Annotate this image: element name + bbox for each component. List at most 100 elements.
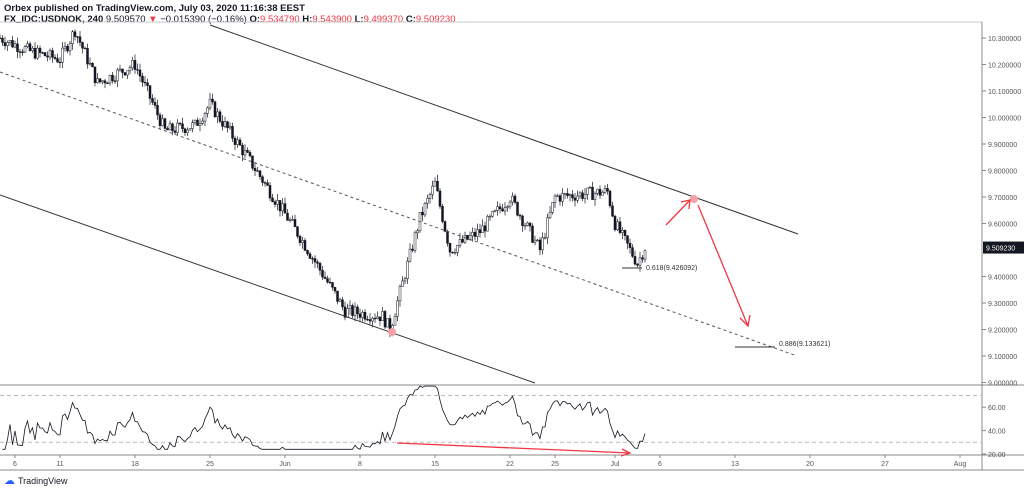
candle-body bbox=[616, 221, 619, 231]
tradingview-icon: ☁ bbox=[4, 475, 15, 487]
fib-886-label: 0.886(9.133621) bbox=[779, 341, 830, 348]
candle-body bbox=[43, 52, 47, 57]
candle-body bbox=[461, 239, 464, 243]
candle-body bbox=[481, 225, 484, 234]
candle-body bbox=[473, 232, 477, 237]
open-value: 9.534790 bbox=[260, 14, 300, 25]
candle-body bbox=[151, 98, 154, 103]
low-label: L: bbox=[354, 14, 364, 25]
candle-body bbox=[551, 202, 554, 213]
candle-body bbox=[406, 260, 409, 280]
candle-body bbox=[548, 212, 552, 219]
candle-body bbox=[98, 78, 102, 83]
candle-body bbox=[313, 258, 317, 263]
candle-body bbox=[256, 170, 259, 172]
x-tick-label: 18 bbox=[131, 461, 139, 468]
candle-body bbox=[238, 139, 242, 146]
candle-body bbox=[336, 290, 339, 302]
candle-body bbox=[166, 128, 169, 131]
candle-body bbox=[578, 192, 582, 197]
candle-body bbox=[328, 281, 332, 284]
candle-body bbox=[353, 306, 357, 316]
candle-body bbox=[401, 280, 404, 287]
candle-body bbox=[198, 123, 202, 126]
candle-body bbox=[518, 214, 522, 217]
brand-name: TradingView bbox=[18, 475, 68, 486]
candle-body bbox=[308, 253, 312, 259]
touch-point bbox=[388, 328, 396, 336]
candle-body bbox=[133, 60, 137, 70]
candle-body bbox=[136, 69, 139, 71]
candle-body bbox=[448, 243, 452, 253]
x-tick-label: 15 bbox=[431, 461, 439, 468]
y-tick-label: 10.300000 bbox=[988, 36, 1021, 43]
x-tick-label: 11 bbox=[56, 461, 63, 468]
x-tick-label: 6 bbox=[658, 461, 662, 468]
arrow-up bbox=[665, 199, 691, 226]
candle-body bbox=[121, 68, 124, 73]
published-line: Orbex published on TradingView.com, July… bbox=[4, 3, 305, 14]
candle-body bbox=[356, 306, 359, 315]
x-tick-label: 22 bbox=[506, 461, 514, 468]
candle-body bbox=[561, 193, 564, 202]
candle-body bbox=[633, 256, 637, 265]
candle-body bbox=[316, 261, 319, 264]
candle-body bbox=[266, 182, 269, 186]
candle-body bbox=[433, 181, 437, 187]
candle-body bbox=[626, 235, 629, 244]
candle-body bbox=[276, 200, 279, 205]
candle-body bbox=[621, 230, 624, 233]
candle-body bbox=[268, 185, 272, 199]
candle-body bbox=[61, 47, 64, 63]
candle-body bbox=[56, 58, 59, 63]
candle-body bbox=[298, 236, 302, 243]
candle-body bbox=[581, 192, 584, 199]
rsi-line bbox=[2, 385, 646, 450]
candle-body bbox=[346, 308, 349, 318]
candle-body bbox=[178, 122, 182, 125]
x-tick-label: 6 bbox=[13, 461, 17, 468]
candle-body bbox=[403, 278, 407, 282]
candle-body bbox=[53, 57, 57, 59]
candle-body bbox=[526, 222, 529, 226]
candle-body bbox=[586, 187, 589, 195]
candle-body bbox=[3, 42, 7, 47]
candle-body bbox=[301, 240, 304, 243]
close-value: 9.509230 bbox=[415, 14, 456, 25]
candle-body bbox=[583, 194, 587, 199]
candle-body bbox=[426, 198, 429, 204]
candle-body bbox=[348, 305, 352, 309]
candle-body bbox=[8, 40, 12, 43]
candle-body bbox=[638, 257, 642, 266]
candle-body bbox=[273, 201, 277, 205]
candle-body bbox=[73, 31, 77, 37]
close-label: C: bbox=[405, 14, 416, 25]
x-tick-label: 25 bbox=[551, 461, 559, 468]
rsi-y-tick-label: 40.00 bbox=[988, 429, 1006, 436]
x-tick-label: 8 bbox=[358, 461, 362, 468]
symbol: FX_IDC:USDNOK, 240 bbox=[4, 14, 104, 25]
candle-body bbox=[263, 182, 267, 184]
divergence-arrow bbox=[396, 442, 631, 454]
candle-body bbox=[296, 226, 299, 237]
candle-body bbox=[483, 225, 487, 232]
arrow-up-head bbox=[680, 199, 691, 210]
candle-body bbox=[176, 122, 179, 133]
candle-body bbox=[288, 219, 292, 221]
candle-body bbox=[143, 81, 147, 84]
y-tick-label: 9.600000 bbox=[988, 222, 1017, 229]
candle-body bbox=[13, 43, 17, 48]
candle-body bbox=[91, 63, 94, 68]
candle-body bbox=[563, 193, 567, 195]
x-tick-label: 25 bbox=[206, 461, 214, 468]
candle-body bbox=[351, 305, 354, 316]
candle-body bbox=[446, 231, 449, 244]
candle-body bbox=[1, 37, 4, 43]
rsi-y-tick-label: 20.00 bbox=[988, 452, 1006, 459]
open-label: O: bbox=[249, 14, 261, 25]
candle-body bbox=[323, 276, 327, 279]
candle-body bbox=[573, 197, 577, 201]
candle-body bbox=[458, 239, 462, 246]
candle-body bbox=[46, 55, 49, 58]
